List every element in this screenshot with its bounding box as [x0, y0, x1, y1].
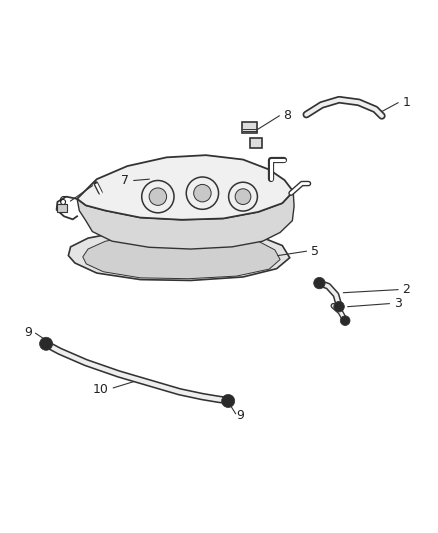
Circle shape [149, 188, 166, 205]
Circle shape [194, 184, 211, 202]
Text: 10: 10 [93, 383, 109, 395]
Text: 6: 6 [58, 195, 66, 207]
Circle shape [235, 189, 251, 205]
Circle shape [334, 302, 344, 312]
Text: 7: 7 [121, 174, 130, 187]
Polygon shape [77, 155, 293, 220]
Polygon shape [68, 228, 290, 280]
Circle shape [222, 394, 235, 408]
Polygon shape [83, 232, 280, 279]
Text: 5: 5 [311, 245, 319, 258]
Text: 8: 8 [284, 109, 292, 123]
Text: 1: 1 [403, 96, 410, 109]
FancyBboxPatch shape [242, 122, 258, 133]
Circle shape [340, 316, 350, 326]
Text: 9: 9 [24, 326, 32, 339]
Bar [57, 204, 67, 212]
Circle shape [314, 277, 325, 289]
Text: 3: 3 [394, 297, 402, 310]
FancyBboxPatch shape [250, 138, 262, 148]
Circle shape [39, 337, 53, 350]
Polygon shape [77, 191, 294, 249]
Text: 2: 2 [403, 283, 410, 296]
Text: 9: 9 [237, 409, 244, 422]
